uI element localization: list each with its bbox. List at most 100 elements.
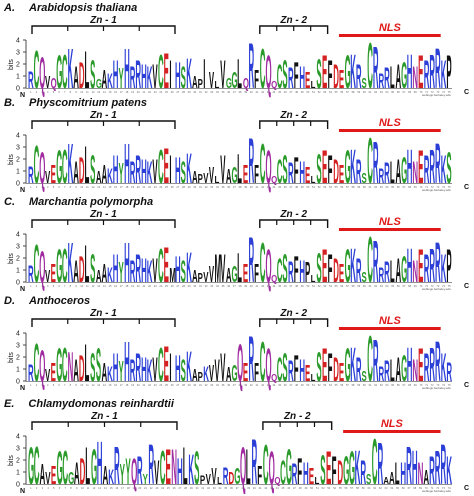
position-label: 46 [284, 185, 287, 189]
position-label: 52 [318, 284, 321, 288]
position-label: 4 [47, 383, 49, 387]
logo-letter: G [56, 141, 62, 193]
y-tick-label: 0 [16, 280, 20, 287]
y-axis-label: bits [8, 154, 15, 165]
position-label: 9 [75, 284, 77, 288]
position-label: 68 [413, 486, 416, 490]
position-label: 60 [363, 383, 366, 387]
position-label: 20 [137, 185, 140, 189]
position-label: 7 [64, 284, 66, 288]
nls-label: NLS [379, 117, 402, 129]
position-label: 18 [125, 185, 128, 189]
nls-bar [338, 129, 441, 132]
logo-letter: G [232, 162, 238, 189]
position-label: 4 [47, 284, 49, 288]
logo-letter: P [305, 257, 310, 288]
logo-letter: L [311, 174, 316, 185]
y-tick-label: 1 [16, 74, 20, 81]
logo-letter: H [407, 46, 413, 98]
logo-letter: D [333, 59, 339, 96]
logo-letter: L [217, 475, 222, 486]
position-label: 21 [142, 90, 145, 94]
logo-letter: Q [274, 475, 280, 486]
position-label: 67 [408, 486, 411, 490]
position-label: 70 [425, 486, 428, 490]
logo-letter: R [248, 125, 254, 193]
logo-letter: H [175, 249, 181, 291]
logo-letter: G [28, 438, 34, 494]
logo-letter: L [314, 475, 319, 486]
logo-letter: Q [265, 240, 271, 292]
position-label: 46 [284, 383, 287, 387]
position-label: 22 [150, 486, 153, 490]
logo-letter: I [169, 53, 171, 97]
logo-letter: C [158, 141, 164, 193]
logo-letter: F [257, 462, 262, 490]
position-label: 5 [53, 486, 55, 490]
position-label: 58 [352, 284, 355, 288]
logo-letter: R [288, 355, 294, 388]
logo-letter: D [337, 455, 343, 492]
logo-letter: P [446, 240, 451, 292]
logo-letter: K [107, 265, 113, 288]
position-label: 61 [373, 486, 376, 490]
position-label: 42 [261, 185, 264, 189]
position-label: 29 [188, 284, 191, 288]
position-label: 34 [216, 90, 219, 94]
position-label: 12 [92, 185, 95, 189]
logo-letter: F [328, 346, 333, 390]
logo-letter: S [316, 52, 321, 98]
logo-letter: R [360, 454, 366, 493]
c-terminus-label: C [464, 485, 469, 492]
position-label: 7 [65, 486, 67, 490]
logo-letter: Q [271, 273, 277, 284]
logo-letter: A [74, 455, 80, 491]
logo-letter: K [350, 141, 356, 193]
logo-letter: K [147, 59, 153, 95]
position-label: 60 [363, 185, 366, 189]
position-label: 14 [103, 383, 106, 387]
logo-letter: L [215, 174, 220, 185]
logo-letter: Q [39, 143, 45, 193]
logo-letter: D [79, 55, 85, 96]
position-label: 51 [316, 486, 319, 490]
position-label: 67 [403, 185, 406, 189]
position-label: 6 [58, 185, 60, 189]
position-label: 43 [267, 383, 270, 387]
logo-letter: E [51, 260, 56, 288]
logo-letter: C [280, 454, 286, 493]
position-label: 44 [272, 90, 275, 94]
logo-letter: A [192, 167, 198, 186]
logo-letter: G [401, 348, 407, 389]
position-label: 59 [357, 90, 360, 94]
credit-text: weblogo.berkeley.edu [422, 188, 451, 192]
logo-letter: H [141, 58, 147, 97]
logo-letter: R [137, 449, 143, 493]
logo-letter: S [316, 246, 321, 292]
logo-letter: L [390, 352, 395, 388]
logo-letter: Q [39, 242, 45, 292]
position-label: 51 [312, 90, 315, 94]
position-label: 22 [148, 284, 151, 288]
position-label: 69 [414, 185, 417, 189]
logo-letter: H [124, 133, 130, 193]
position-label: 34 [216, 185, 219, 189]
zn2-label: Zn - 2 [279, 110, 307, 121]
position-label: 15 [110, 486, 113, 490]
logo-letter: H [141, 252, 147, 291]
position-label: 50 [306, 185, 309, 189]
position-label: 69 [414, 284, 417, 288]
position-label: 69 [414, 383, 417, 387]
position-label: 52 [318, 185, 321, 189]
logo-letter: Q [271, 174, 277, 185]
panel-title: C. Marchantia polymorpha [4, 196, 153, 208]
logo-letter: R [130, 253, 136, 289]
position-label: 33 [210, 90, 213, 94]
logo-letter: S [362, 74, 367, 92]
position-label: 68 [408, 284, 411, 288]
position-label: 39 [244, 90, 247, 94]
logo-letter: Q [265, 141, 271, 193]
position-label: 49 [301, 185, 304, 189]
y-tick-label: 1 [16, 470, 20, 477]
logo-letter: P [198, 173, 203, 186]
